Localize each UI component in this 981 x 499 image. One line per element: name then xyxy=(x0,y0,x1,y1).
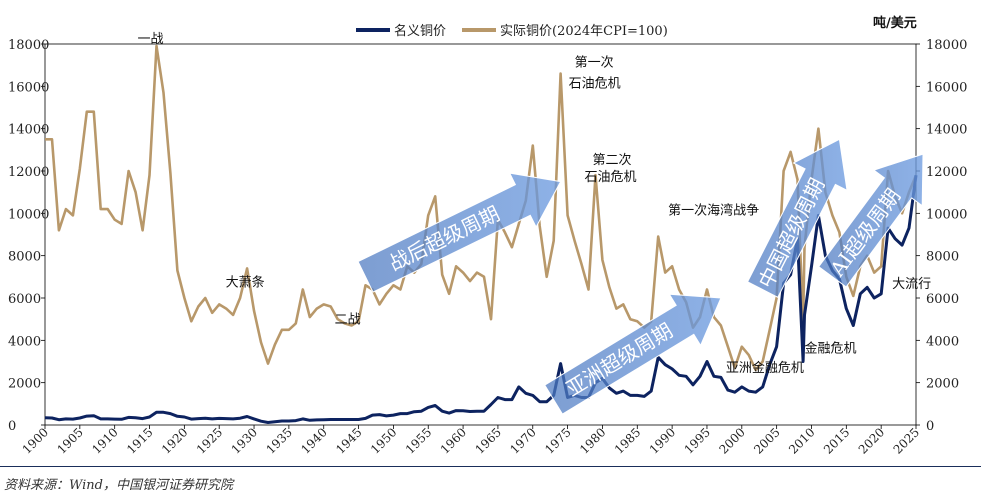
cycle-arrow xyxy=(357,172,562,293)
annotation-label: 大萧条 xyxy=(226,274,265,290)
x-tick-label: 1985 xyxy=(612,425,643,456)
legend-label-real: 实际铜价(2024年CPI=100) xyxy=(500,24,668,39)
x-tick-label: 1975 xyxy=(542,425,573,456)
series-line-nominal xyxy=(44,175,918,424)
y-tick-label-left: 4000 xyxy=(8,334,41,349)
event-annotations: 一战大萧条二战第一次石油危机第二次石油危机第一次海湾战争金融危机亚洲金融危机大流… xyxy=(137,32,931,376)
x-tick-label: 2020 xyxy=(856,425,887,456)
series-line-real xyxy=(45,44,918,372)
y-tick-label-left: 6000 xyxy=(8,292,41,307)
y-tick-label-right: 8000 xyxy=(926,250,959,265)
y-tick-label-left: 16000 xyxy=(8,80,49,95)
y-tick-label-left: 12000 xyxy=(8,165,49,180)
x-tick-label: 1945 xyxy=(333,425,364,456)
x-tick-label: 2000 xyxy=(716,425,747,456)
cycle-arrow-label: 战后超级周期 xyxy=(385,201,503,275)
x-tick-label: 1920 xyxy=(159,425,190,456)
x-tick-label: 2025 xyxy=(891,425,922,456)
annotation-label: 第一次海湾战争 xyxy=(668,203,759,219)
x-tick-label: 1905 xyxy=(54,425,85,456)
annotation-label: 大流行 xyxy=(892,277,931,292)
copper-price-chart: 名义铜价 实际铜价(2024年CPI=100) 吨/美元 0 0 2000 2000 4… xyxy=(8,15,967,457)
annotation-label: 石油危机 xyxy=(569,77,621,92)
y-tick-label-right: 14000 xyxy=(926,123,967,138)
x-tick-label: 1970 xyxy=(507,425,538,456)
x-tick-label: 1910 xyxy=(89,425,120,456)
annotation-label: 亚洲金融危机 xyxy=(726,360,804,376)
x-tick-label: 1915 xyxy=(124,425,155,456)
annotation-label: 第一次 xyxy=(575,55,614,71)
y-tick-label-left: 2000 xyxy=(8,377,41,392)
legend-label-nominal: 名义铜价 xyxy=(394,23,446,39)
series-lines xyxy=(44,44,918,424)
y-tick-label-right: 16000 xyxy=(926,80,967,95)
y-tick-label-right: 6000 xyxy=(926,292,959,307)
x-tick-label: 1980 xyxy=(577,425,608,456)
cycle-arrow xyxy=(544,293,722,415)
legend: 名义铜价 实际铜价(2024年CPI=100) xyxy=(356,23,668,39)
x-tick-label: 1925 xyxy=(194,425,225,456)
unit-label: 吨/美元 xyxy=(873,15,917,31)
y-tick-label-right: 12000 xyxy=(926,165,967,180)
y-tick-label-right: 0 xyxy=(926,419,934,434)
x-tick-label: 2010 xyxy=(786,425,817,456)
annotation-label: 金融危机 xyxy=(805,341,857,357)
y-tick-label-left: 10000 xyxy=(8,207,49,222)
y-tick-label-left: 0 xyxy=(8,419,16,434)
cycle-arrow-label: AI超级周期 xyxy=(825,184,906,281)
annotation-label: 第二次 xyxy=(592,152,631,168)
y-tick-label-left: 8000 xyxy=(8,250,41,265)
x-tick-label: 1955 xyxy=(403,425,434,456)
footer-rule xyxy=(0,466,981,467)
annotation-label: 石油危机 xyxy=(584,170,636,185)
x-tick-label: 1990 xyxy=(647,425,678,456)
y-tick-label-right: 18000 xyxy=(926,38,967,53)
y-tick-label-right: 4000 xyxy=(926,334,959,349)
x-tick-label: 1960 xyxy=(438,425,469,456)
y-tick-label-right: 10000 xyxy=(926,207,967,222)
cycle-arrow xyxy=(818,153,924,288)
x-tick-label: 1930 xyxy=(229,425,260,456)
x-tick-label: 1940 xyxy=(298,425,329,456)
x-tick-label: 1950 xyxy=(368,425,399,456)
x-tick-label: 1900 xyxy=(20,425,51,456)
y-tick-label-left: 14000 xyxy=(8,123,49,138)
source-note: 资料来源：Wind，中国银河证券研究院 xyxy=(4,478,233,493)
y-tick-label-right: 2000 xyxy=(926,377,959,392)
x-tick-label: 2015 xyxy=(821,425,852,456)
x-tick-label: 1965 xyxy=(473,425,504,456)
cycle-arrow xyxy=(746,138,848,298)
x-tick-label: 2005 xyxy=(751,425,782,456)
annotation-label: 二战 xyxy=(335,313,361,328)
annotation-label: 一战 xyxy=(137,32,163,47)
x-tick-label: 1935 xyxy=(264,425,295,456)
x-tick-label: 1995 xyxy=(682,425,713,456)
y-tick-label-left: 18000 xyxy=(8,38,49,53)
plot-frame xyxy=(44,43,917,426)
